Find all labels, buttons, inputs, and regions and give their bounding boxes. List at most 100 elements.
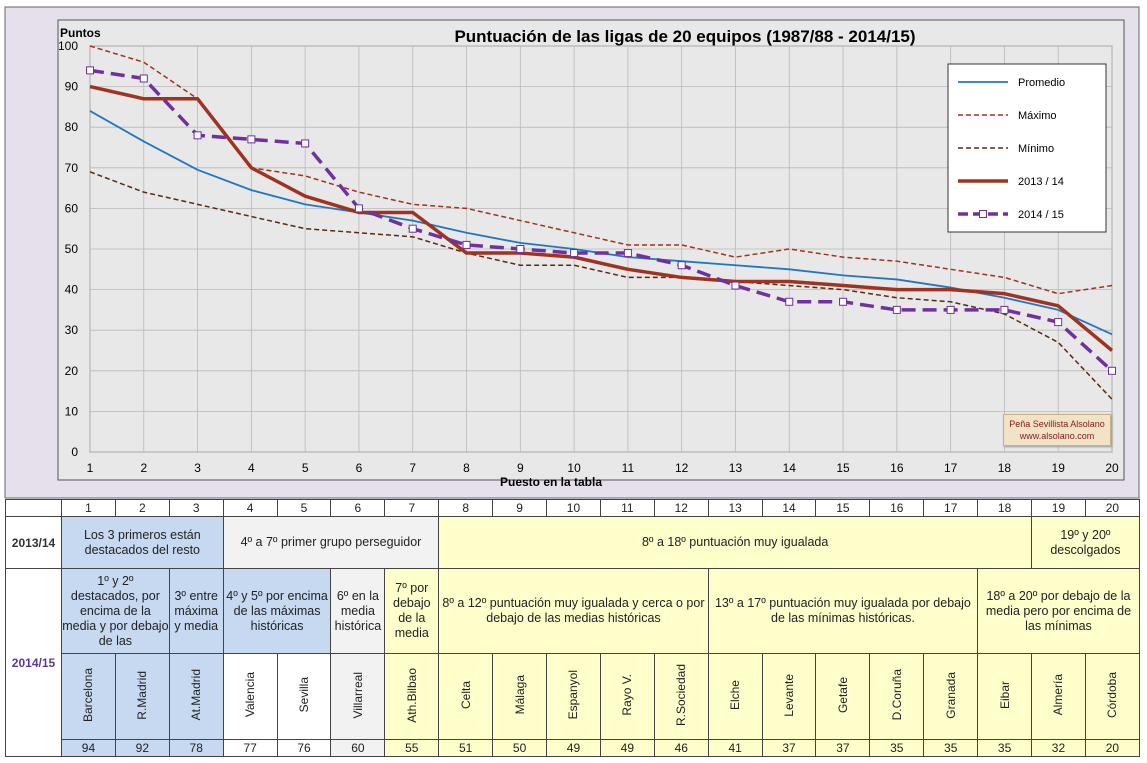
x-tick-label: 4 xyxy=(248,461,255,475)
points-cell: 92 xyxy=(114,739,170,757)
y-tick-label: 90 xyxy=(65,80,79,94)
team-cell: Espanyol xyxy=(546,653,601,740)
x-tick-label: 15 xyxy=(836,461,850,475)
group-4-5-2015: 4º y 5º por encima de las máximas histór… xyxy=(222,568,332,654)
y-tick-label: 60 xyxy=(65,201,79,215)
team-name: Sevilla xyxy=(297,677,311,713)
team-cell: Celta xyxy=(438,653,494,740)
series-line-3 xyxy=(89,84,1114,352)
series-marker xyxy=(623,249,632,258)
position-header-18: 18 xyxy=(977,499,1033,517)
team-cell: R.Madrid xyxy=(114,653,170,740)
legend-marker xyxy=(979,210,987,218)
position-header-17: 17 xyxy=(923,499,979,517)
x-tick-label: 17 xyxy=(944,461,958,475)
group-6-2015: 6º en la media histórica xyxy=(330,568,386,654)
x-tick-label: 3 xyxy=(194,461,201,475)
group-8-12-2015: 8º a 12º puntuación muy igualada y cerca… xyxy=(438,568,709,654)
chart-area: 0 10 20 30 40 50 60 70 80 90 100 1 2 3 4 5 6 7 8 9 10 11 12 13 1… xyxy=(4,6,1140,499)
y-tick-label: 20 xyxy=(65,364,79,378)
points-cell: 77 xyxy=(222,739,278,757)
y-tick-label: 40 xyxy=(65,283,79,297)
team-cell: Rayo V. xyxy=(599,653,655,740)
position-header-3: 3 xyxy=(168,499,224,517)
team-name: Espanyol xyxy=(566,670,581,720)
team-cell: Levante xyxy=(761,653,817,740)
position-header-10: 10 xyxy=(546,499,601,517)
x-tick-label: 12 xyxy=(675,461,689,475)
chart-title: Puntuación de las ligas de 20 equipos (1… xyxy=(454,27,915,46)
series-marker xyxy=(139,74,148,83)
analysis-table: 1 2 3 4 5 6 7 8 9 10 11 12 13 14 15 16 17 18 19 20 2013/14 … xyxy=(5,499,1140,757)
team-cell: Málaga xyxy=(492,653,548,740)
credit-box: Peña Sevillista Alsolano www.alsolano.co… xyxy=(1003,414,1111,446)
series-marker xyxy=(408,224,417,233)
series-marker xyxy=(1000,305,1009,314)
team-name: R.Madrid xyxy=(135,670,150,720)
x-tick-label: 1 xyxy=(87,461,94,475)
team-cell: Almería xyxy=(1031,653,1086,740)
points-cell: 37 xyxy=(761,739,817,757)
team-name: At.Madrid xyxy=(189,669,204,721)
team-cell: At.Madrid xyxy=(168,653,224,740)
team-cell: Getafe xyxy=(815,653,871,740)
points-cell: 51 xyxy=(438,739,494,757)
series-marker xyxy=(354,204,363,213)
points-cell: 50 xyxy=(492,739,548,757)
points-cell: 35 xyxy=(923,739,979,757)
series-marker xyxy=(247,135,256,144)
position-header-13: 13 xyxy=(707,499,763,517)
series-line-2 xyxy=(89,171,1113,400)
legend-label: 2014 / 15 xyxy=(1018,209,1064,221)
row-label-2013-14: 2013/14 xyxy=(5,516,62,569)
credit-line-2: www.alsolano.com xyxy=(1019,431,1095,441)
series-marker xyxy=(462,240,471,249)
group-19-20-2013: 19º y 20º descolgados xyxy=(1031,516,1140,569)
x-tick-label: 8 xyxy=(463,461,470,475)
series-marker xyxy=(677,261,686,270)
group-8-18-2013: 8º a 18º puntuación muy igualada xyxy=(438,516,1033,569)
series-line-4 xyxy=(89,68,1114,373)
series-marker xyxy=(301,139,310,148)
team-name: Getafe xyxy=(835,676,850,714)
points-cell: 55 xyxy=(384,739,440,757)
position-header-20: 20 xyxy=(1084,499,1140,517)
x-tick-label: 10 xyxy=(567,461,581,475)
team-cell: Eibar xyxy=(977,653,1033,740)
x-tick-label: 6 xyxy=(356,461,363,475)
x-tick-label: 19 xyxy=(1052,461,1066,475)
points-cell: 49 xyxy=(546,739,601,757)
group-13-17-2015: 13º a 17º puntuación muy igualada por de… xyxy=(707,568,979,654)
x-tick-label: 16 xyxy=(890,461,904,475)
series-marker xyxy=(1108,366,1116,375)
y-tick-label: 30 xyxy=(65,323,79,337)
group-1-2-2015: 1º y 2º destacados, por encima de la med… xyxy=(61,568,170,654)
team-name: Elche xyxy=(728,679,743,711)
team-row: Barcelona R.Madrid At.Madrid Valencia Sevill… xyxy=(6,653,1140,740)
x-tick-label: 5 xyxy=(302,461,309,475)
team-name: Rayo V. xyxy=(620,674,635,716)
group-18-20-2015: 18º a 20º por debajo de la media pero po… xyxy=(977,568,1140,654)
series-marker xyxy=(785,297,794,306)
series-marker xyxy=(839,297,848,306)
position-header-14: 14 xyxy=(761,499,817,517)
y-axis-label: Puntos xyxy=(60,26,101,40)
group-4-7-2013: 4º a 7º primer grupo perseguidor xyxy=(222,516,440,569)
position-header-2: 2 xyxy=(114,499,170,517)
row-label-2014-15: 2014/15 xyxy=(5,568,62,757)
y-tick-label: 0 xyxy=(71,445,78,459)
row-2013-14: 2013/14 Los 3 primeros están destacados … xyxy=(5,516,1140,569)
group-3-2015: 3º entre máxima y media xyxy=(168,568,224,654)
series-marker xyxy=(86,66,94,75)
corner-cell xyxy=(5,499,62,517)
group-7-2015: 7º por debajo de la media xyxy=(384,568,440,654)
points-cell: 76 xyxy=(276,739,332,757)
team-cell: Ath.Bilbao xyxy=(384,653,440,740)
y-tick-label: 100 xyxy=(58,39,78,53)
team-cell: Barcelona xyxy=(61,653,116,740)
row-2014-15-desc: 2014/15 1º y 2º destacados, por encima d… xyxy=(5,568,1140,757)
position-header-19: 19 xyxy=(1031,499,1086,517)
x-tick-label: 11 xyxy=(622,461,635,475)
group-top3-2013: Los 3 primeros están destacados del rest… xyxy=(61,516,224,569)
